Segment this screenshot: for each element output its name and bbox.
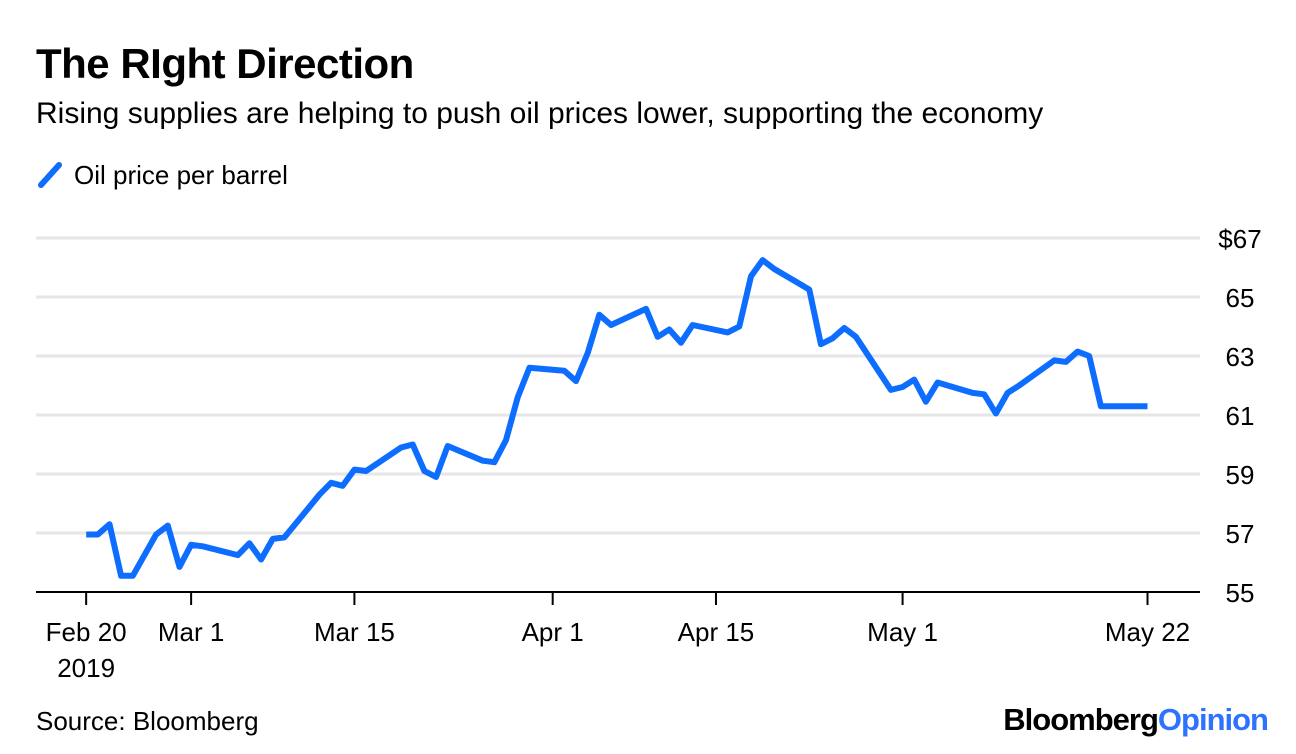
data-point <box>515 394 521 400</box>
data-point <box>130 573 136 579</box>
brand-opinion: Opinion <box>1157 702 1269 737</box>
legend: Oil price per barrel <box>36 158 288 192</box>
data-point <box>911 377 917 383</box>
data-point <box>188 542 194 548</box>
data-point <box>316 492 322 498</box>
data-point <box>981 391 987 397</box>
y-tick-label: $67 <box>1218 224 1261 254</box>
data-point <box>596 312 602 318</box>
x-axis <box>36 591 1200 605</box>
data-point <box>95 531 101 537</box>
data-point <box>748 273 754 279</box>
data-point <box>106 521 112 527</box>
series-layer <box>83 257 1151 579</box>
data-point <box>1005 390 1011 396</box>
data-point <box>526 365 532 371</box>
data-point <box>690 322 696 328</box>
data-point <box>725 329 731 335</box>
x-tick-label: Feb 20 <box>46 617 127 647</box>
brand-logo: BloombergOpinion <box>1003 702 1269 738</box>
data-point <box>1098 403 1104 409</box>
data-point <box>1051 357 1057 363</box>
x-tick-label: Apr 1 <box>522 617 584 647</box>
data-point <box>83 531 89 537</box>
data-point <box>678 340 684 346</box>
x-tick-label: Apr 15 <box>678 617 755 647</box>
data-point <box>923 399 929 405</box>
brand-name: Bloomberg <box>1003 702 1159 737</box>
data-point <box>165 523 171 529</box>
data-point <box>340 483 346 489</box>
data-point <box>328 480 334 486</box>
y-tick-label: 65 <box>1226 283 1255 313</box>
data-point <box>760 257 766 263</box>
y-tick-label: 59 <box>1226 460 1255 490</box>
y-tick-label: 61 <box>1226 401 1255 431</box>
data-point <box>398 444 404 450</box>
x-tick-sublabel: 2019 <box>57 653 115 683</box>
data-point <box>410 442 416 448</box>
data-point <box>900 384 906 390</box>
y-tick-label: 55 <box>1226 578 1255 608</box>
data-point <box>841 325 847 331</box>
data-point <box>433 474 439 480</box>
x-axis-labels: Feb 20 2019 Mar 1 Mar 15 Apr 1 Apr 15 May 1 May… <box>46 617 1190 683</box>
data-point <box>281 534 287 540</box>
data-point <box>806 287 812 293</box>
data-point <box>503 437 509 443</box>
data-point <box>561 368 567 374</box>
y-tick-label: 63 <box>1226 342 1255 372</box>
data-point <box>480 458 486 464</box>
data-point <box>445 443 451 449</box>
data-point <box>1133 403 1139 409</box>
data-point <box>655 334 661 340</box>
data-point <box>585 350 591 356</box>
x-tick-label: Mar 1 <box>158 617 224 647</box>
data-point <box>888 387 894 393</box>
data-point <box>643 306 649 312</box>
data-point <box>830 335 836 341</box>
series-line-oil-price <box>86 257 1148 579</box>
data-point <box>270 536 276 542</box>
data-point <box>1075 349 1081 355</box>
data-point <box>1063 359 1069 365</box>
x-tick-label: Mar 15 <box>314 617 395 647</box>
x-tick-label: May 22 <box>1105 617 1190 647</box>
data-point <box>573 378 579 384</box>
data-point <box>351 467 357 473</box>
legend-label: Oil price per barrel <box>74 159 288 190</box>
data-point <box>993 411 999 417</box>
legend-line-icon <box>38 162 62 188</box>
data-point <box>1145 403 1151 409</box>
data-point <box>1086 353 1092 359</box>
data-point <box>258 557 264 563</box>
data-point <box>200 543 206 549</box>
data-point <box>421 468 427 474</box>
data-point <box>153 531 159 537</box>
data-point <box>363 468 369 474</box>
x-tick-label: May 1 <box>867 617 938 647</box>
data-point <box>935 380 941 386</box>
data-point <box>736 324 742 330</box>
data-point <box>246 540 252 546</box>
y-axis-labels: 55 57 59 61 63 65 $67 <box>1218 224 1261 608</box>
chart-title: The RIght Direction <box>36 40 414 87</box>
data-point <box>771 266 777 272</box>
gridlines <box>36 236 1200 535</box>
data-point <box>608 322 614 328</box>
data-point <box>818 341 824 347</box>
data-point <box>491 459 497 465</box>
data-point <box>853 334 859 340</box>
data-point <box>1016 383 1022 389</box>
data-point <box>176 564 182 570</box>
y-tick-label: 57 <box>1226 519 1255 549</box>
data-point <box>666 326 672 332</box>
data-point <box>118 573 124 579</box>
data-point <box>970 390 976 396</box>
source-note: Source: Bloomberg <box>36 706 259 736</box>
chart-subtitle: Rising supplies are helping to push oil … <box>36 97 1044 130</box>
data-point <box>235 552 241 558</box>
